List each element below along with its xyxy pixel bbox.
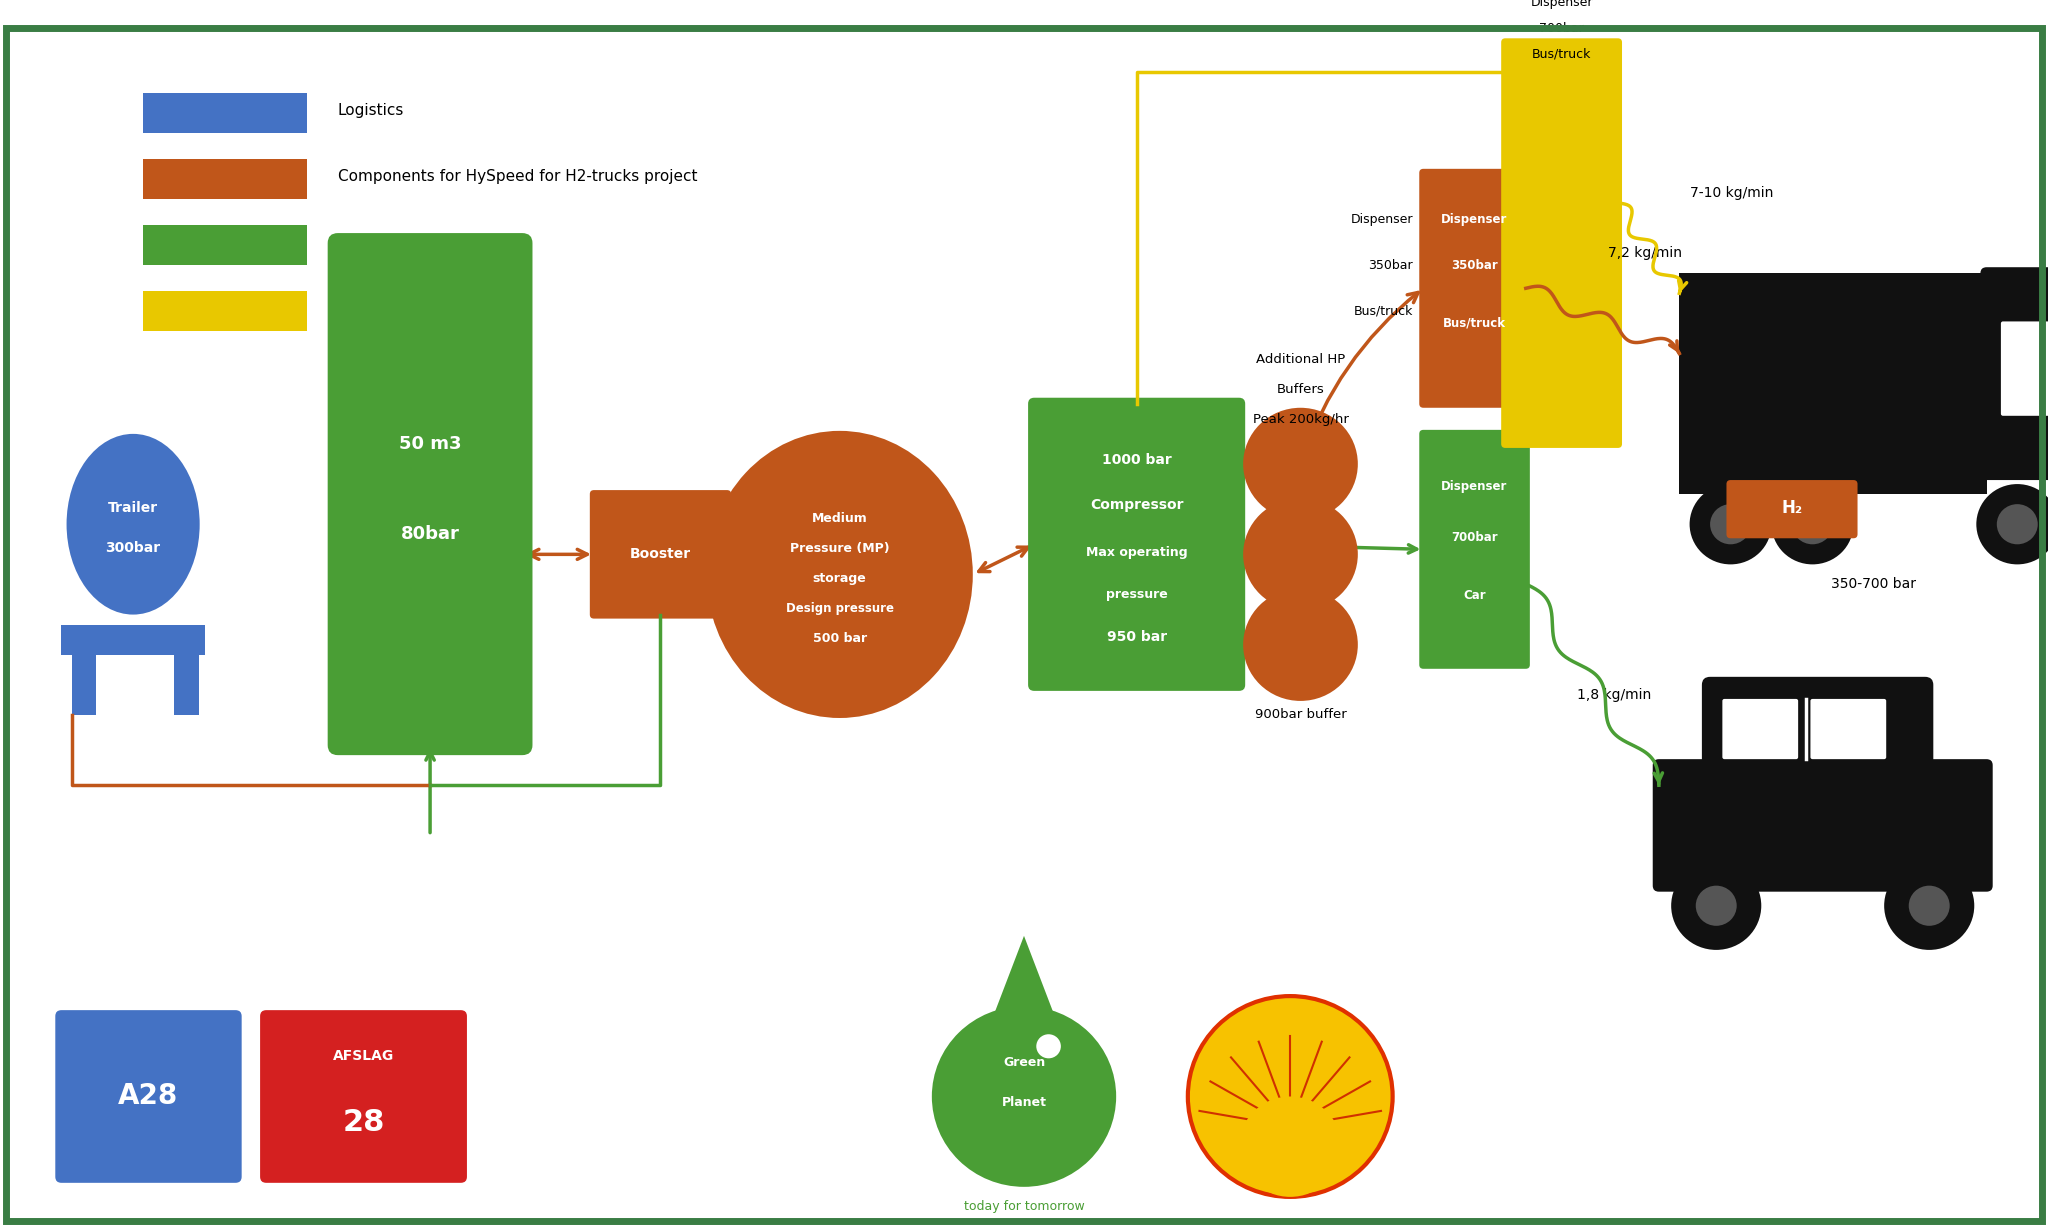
FancyBboxPatch shape xyxy=(590,490,731,618)
Circle shape xyxy=(1792,504,1833,545)
Text: Components for HySpeed for H2-trucks project: Components for HySpeed for H2-trucks pro… xyxy=(338,169,698,184)
Text: 500 bar: 500 bar xyxy=(813,632,866,645)
Text: Medium: Medium xyxy=(811,512,868,525)
Circle shape xyxy=(2038,485,2048,564)
Text: Max operating: Max operating xyxy=(1085,546,1188,560)
Text: 350-700 bar: 350-700 bar xyxy=(1831,578,1917,591)
FancyBboxPatch shape xyxy=(1501,38,1622,448)
FancyBboxPatch shape xyxy=(1702,677,1933,783)
Circle shape xyxy=(1188,996,1393,1196)
Text: Compressor: Compressor xyxy=(1090,498,1184,512)
Text: Planet: Planet xyxy=(1001,1096,1047,1109)
Text: Logistics: Logistics xyxy=(338,103,403,118)
FancyBboxPatch shape xyxy=(2001,321,2048,416)
Text: Additional HP: Additional HP xyxy=(1255,353,1346,366)
Text: 7,2 kg/min: 7,2 kg/min xyxy=(1608,247,1681,260)
Text: Bus/truck: Bus/truck xyxy=(1354,304,1413,318)
Circle shape xyxy=(1036,1034,1061,1059)
Text: Dispenser: Dispenser xyxy=(1442,481,1507,493)
Circle shape xyxy=(1243,589,1358,701)
Text: Bus/truck: Bus/truck xyxy=(1444,317,1505,329)
Text: storage: storage xyxy=(813,572,866,585)
Circle shape xyxy=(1909,886,1950,926)
FancyBboxPatch shape xyxy=(61,625,205,655)
Circle shape xyxy=(932,1006,1116,1187)
Text: 950 bar: 950 bar xyxy=(1106,631,1167,644)
Text: Dispenser: Dispenser xyxy=(1530,0,1593,9)
Text: 1000 bar: 1000 bar xyxy=(1102,453,1171,467)
FancyBboxPatch shape xyxy=(1028,398,1245,691)
Text: 350bar: 350bar xyxy=(1452,259,1497,271)
Text: Bus/truck: Bus/truck xyxy=(1532,48,1591,61)
Text: 28: 28 xyxy=(342,1108,385,1137)
Text: Design pressure: Design pressure xyxy=(786,602,893,615)
Text: 1,8 kg/min: 1,8 kg/min xyxy=(1577,688,1651,702)
Text: 50 m3: 50 m3 xyxy=(399,434,461,453)
Circle shape xyxy=(1976,485,2048,564)
Circle shape xyxy=(1997,504,2038,545)
Text: Buffers: Buffers xyxy=(1276,383,1325,396)
FancyBboxPatch shape xyxy=(1419,429,1530,669)
Text: A28: A28 xyxy=(119,1082,178,1110)
Text: 80bar: 80bar xyxy=(401,525,459,544)
Text: Trailer: Trailer xyxy=(109,501,158,515)
Text: Green: Green xyxy=(1004,1056,1044,1069)
Circle shape xyxy=(1243,407,1358,520)
FancyBboxPatch shape xyxy=(328,233,532,755)
Text: 700bar: 700bar xyxy=(1540,22,1583,34)
Text: 900bar buffer: 900bar buffer xyxy=(1255,708,1346,721)
FancyBboxPatch shape xyxy=(1722,699,1798,760)
FancyBboxPatch shape xyxy=(1980,267,2048,480)
Text: TSO 2020 Installation: TSO 2020 Installation xyxy=(338,236,502,250)
FancyBboxPatch shape xyxy=(260,1010,467,1183)
FancyBboxPatch shape xyxy=(72,655,96,715)
Text: AFSLAG: AFSLAG xyxy=(334,1049,393,1064)
Circle shape xyxy=(1690,485,1772,564)
Text: 700bar: 700bar xyxy=(1452,531,1497,545)
FancyBboxPatch shape xyxy=(1726,480,1858,539)
Ellipse shape xyxy=(707,431,973,718)
FancyBboxPatch shape xyxy=(143,92,307,133)
Circle shape xyxy=(1671,861,1761,950)
Text: 350bar: 350bar xyxy=(1368,259,1413,271)
Text: Dispenser: Dispenser xyxy=(1442,212,1507,226)
FancyBboxPatch shape xyxy=(143,291,307,331)
Text: Peak 200kg/hr: Peak 200kg/hr xyxy=(1253,413,1348,426)
Ellipse shape xyxy=(66,434,201,615)
FancyBboxPatch shape xyxy=(143,158,307,199)
Text: Dispenser: Dispenser xyxy=(1350,212,1413,226)
FancyBboxPatch shape xyxy=(1419,169,1530,407)
Text: Booster: Booster xyxy=(631,547,690,561)
Circle shape xyxy=(1710,504,1751,545)
FancyBboxPatch shape xyxy=(1810,699,1886,760)
Circle shape xyxy=(1772,485,1853,564)
Circle shape xyxy=(1884,861,1974,950)
Circle shape xyxy=(1696,886,1737,926)
Text: Pressure (MP): Pressure (MP) xyxy=(791,542,889,555)
Circle shape xyxy=(1239,1097,1341,1196)
Text: today for tomorrow: today for tomorrow xyxy=(965,1200,1083,1214)
FancyBboxPatch shape xyxy=(55,1010,242,1183)
Text: 7-10 kg/min: 7-10 kg/min xyxy=(1690,187,1774,200)
Text: H₂: H₂ xyxy=(1782,499,1802,517)
Polygon shape xyxy=(993,936,1055,1016)
Text: Car: Car xyxy=(1462,589,1487,602)
FancyBboxPatch shape xyxy=(174,655,199,715)
Text: pressure: pressure xyxy=(1106,589,1167,601)
Text: 300bar: 300bar xyxy=(106,541,160,556)
Circle shape xyxy=(1243,498,1358,611)
FancyBboxPatch shape xyxy=(143,225,307,265)
Text: Study: Study xyxy=(338,302,383,317)
FancyBboxPatch shape xyxy=(1679,274,1987,494)
FancyBboxPatch shape xyxy=(1653,760,1993,892)
